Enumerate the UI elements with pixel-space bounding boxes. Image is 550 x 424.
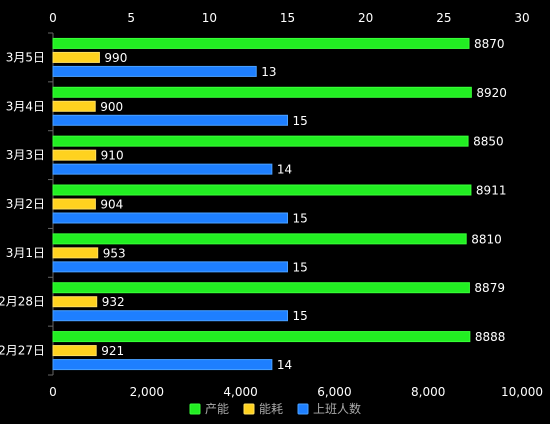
data-label: 8920: [476, 86, 507, 100]
bottom-axis-tick-label: 0: [49, 385, 57, 399]
bar[interactable]: [52, 261, 288, 273]
bar[interactable]: [52, 345, 97, 357]
category-label: 3月2日: [6, 197, 45, 211]
bar[interactable]: [52, 86, 472, 98]
bottom-axis-tick-label: 10,000: [501, 385, 543, 399]
bar[interactable]: [52, 135, 469, 147]
legend-label: 能耗: [259, 402, 283, 416]
bar[interactable]: [52, 212, 288, 224]
data-label: 15: [293, 309, 308, 323]
bar[interactable]: [52, 51, 100, 63]
bar[interactable]: [52, 149, 97, 161]
category-label: 3月1日: [6, 246, 45, 260]
legend-label: 上班人数: [313, 401, 361, 416]
bar[interactable]: [52, 359, 273, 371]
bar[interactable]: [52, 37, 470, 49]
legend-swatch[interactable]: [297, 403, 309, 415]
top-axis-tick-label: 20: [358, 11, 373, 25]
category-label: 3月3日: [6, 148, 45, 162]
bar[interactable]: [52, 100, 96, 112]
top-axis-tick-label: 30: [514, 11, 529, 25]
data-label: 990: [104, 51, 127, 65]
top-axis-tick-label: 0: [49, 11, 57, 25]
legend-label: 产能: [205, 402, 229, 416]
data-label: 15: [293, 260, 308, 274]
data-label: 8888: [475, 330, 506, 344]
data-label: 932: [102, 295, 125, 309]
bar[interactable]: [52, 310, 288, 322]
bar[interactable]: [52, 247, 99, 259]
bar[interactable]: [52, 184, 472, 196]
category-label: 3月5日: [6, 50, 45, 64]
data-label: 15: [293, 114, 308, 128]
data-label: 904: [100, 198, 123, 212]
bottom-axis-tick-label: 8,000: [411, 385, 445, 399]
category-label: 2月27日: [0, 344, 45, 358]
bar[interactable]: [52, 65, 257, 77]
bar[interactable]: [52, 198, 96, 210]
top-axis-tick-label: 5: [127, 11, 135, 25]
data-label: 900: [100, 100, 123, 114]
category-label: 2月28日: [0, 295, 45, 309]
bar[interactable]: [52, 233, 467, 245]
bottom-axis-tick-label: 6,000: [317, 385, 351, 399]
data-label: 13: [261, 65, 276, 79]
data-label: 953: [103, 246, 126, 260]
bar[interactable]: [52, 114, 288, 126]
data-label: 14: [277, 163, 292, 177]
bar[interactable]: [52, 296, 98, 308]
data-label: 14: [277, 358, 292, 372]
bottom-axis-tick-label: 4,000: [223, 385, 257, 399]
data-label: 8911: [476, 184, 507, 198]
data-label: 8879: [474, 281, 505, 295]
legend-swatch[interactable]: [189, 403, 201, 415]
data-label: 921: [101, 344, 124, 358]
legend-swatch[interactable]: [243, 403, 255, 415]
top-axis-tick-label: 25: [436, 11, 451, 25]
bar[interactable]: [52, 163, 273, 175]
bottom-axis-tick-label: 2,000: [130, 385, 164, 399]
top-axis-tick-label: 15: [280, 11, 295, 25]
data-label: 8870: [474, 37, 505, 51]
data-label: 15: [293, 212, 308, 226]
data-label: 910: [101, 149, 124, 163]
data-label: 8810: [471, 232, 502, 246]
category-label: 3月4日: [6, 99, 45, 113]
bar[interactable]: [52, 331, 471, 343]
data-label: 8850: [473, 135, 504, 149]
bar[interactable]: [52, 282, 470, 294]
top-axis-tick-label: 10: [202, 11, 217, 25]
